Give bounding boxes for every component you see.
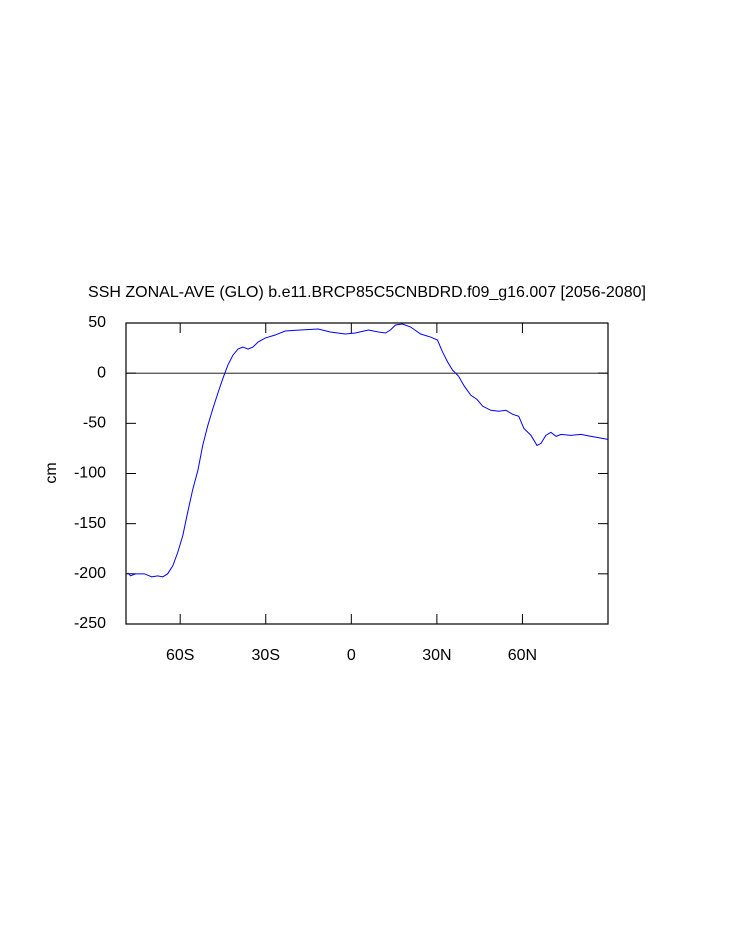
y-tick-label: -50 [83, 415, 106, 432]
data-line [127, 323, 609, 578]
plot-frame [125, 322, 609, 625]
x-tick-label: 0 [347, 647, 356, 664]
chart-title: SSH ZONAL-AVE (GLO) b.e11.BRCP85C5CNBDRD… [88, 284, 646, 301]
y-tick-label: -100 [74, 465, 106, 482]
x-tick-label: 60N [508, 647, 537, 664]
x-tick-label: 30S [252, 647, 280, 664]
y-tick-label: -250 [74, 615, 106, 632]
y-tick-label: -150 [74, 515, 106, 532]
y-tick-label: 0 [97, 364, 106, 381]
y-axis-label: cm [43, 462, 60, 483]
x-tick-label: 60S [166, 647, 194, 664]
y-tick-label: 50 [88, 314, 106, 331]
x-tick-label: 30N [422, 647, 451, 664]
y-tick-label: -200 [74, 565, 106, 582]
